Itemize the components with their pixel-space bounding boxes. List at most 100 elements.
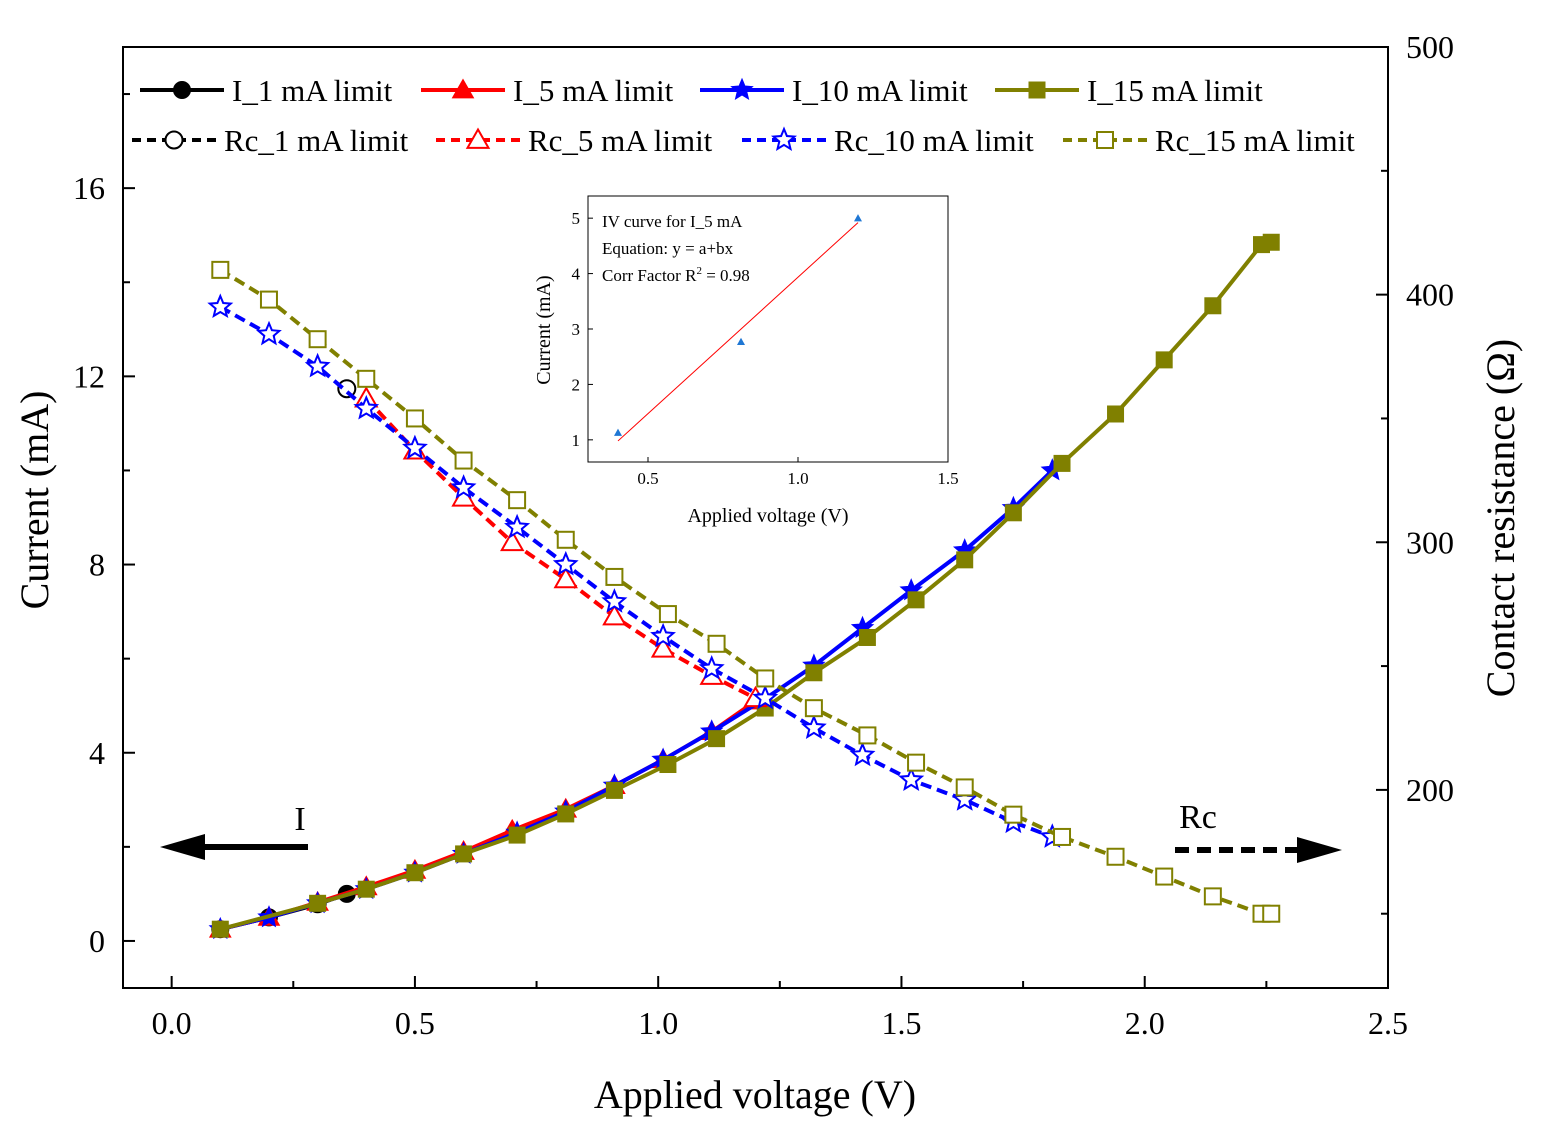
inset-x-tick-label: 1.0 (787, 469, 808, 488)
data-point-rc-10-ma-limit (353, 394, 380, 420)
inset-y-tick-label: 5 (572, 209, 581, 228)
legend-marker (1096, 131, 1114, 149)
data-point-rc-10-ma-limit (849, 741, 876, 767)
data-point-i-15-ma-limit (1262, 233, 1280, 251)
data-point-rc-10-ma-limit (450, 474, 477, 499)
legend-item: I_5 mA limit (421, 73, 674, 108)
inset-fit-line (617, 222, 859, 442)
legend-label: I_10 mA limit (792, 73, 968, 108)
legend-marker (451, 78, 475, 99)
data-point-rc-10-ma-limit (207, 293, 234, 318)
inset-marks (614, 214, 862, 442)
series-i-10-ma-limit (208, 458, 1065, 940)
inset-equation: Equation: y = a+bx (602, 239, 734, 258)
current-arrow-head (160, 834, 205, 860)
legend-marker (465, 127, 491, 149)
x-tick-label: 0.0 (152, 1005, 192, 1041)
data-point-i-15-ma-limit (659, 756, 677, 774)
data-point-i-15-ma-limit (211, 920, 229, 938)
legend-item: Rc_5 mA limit (436, 123, 713, 158)
current-arrow: I (160, 801, 308, 860)
series-i-15-ma-limit (211, 233, 1280, 938)
legend-label: Rc_5 mA limit (528, 123, 713, 158)
data-point-rc-15-ma-limit (454, 451, 473, 470)
data-point-rc-10-ma-limit (800, 714, 827, 740)
series-line-rc-5-ma-limit (364, 397, 757, 701)
legend-item: Rc_1 mA limit (132, 123, 409, 158)
series-layer (207, 233, 1281, 940)
data-point-rc-10-ma-limit (256, 320, 282, 346)
data-point-i-15-ma-limit (805, 664, 823, 682)
x-tick-label: 0.5 (395, 1005, 435, 1041)
y-right-tick-label: 300 (1406, 524, 1454, 560)
series-i-5-ma-limit (208, 689, 767, 938)
inset-corr-sup: 2 (696, 265, 702, 277)
plot-frame (122, 46, 1389, 989)
inset-corr-factor: Corr Factor R2 = 0.98 (602, 265, 750, 285)
data-point-rc-15-ma-limit (1262, 904, 1281, 923)
data-point-rc-10-ma-limit (552, 550, 579, 576)
inset-title: IV curve for I_5 mA (602, 212, 743, 231)
legend-label: Rc_1 mA limit (224, 123, 409, 158)
data-point-i-15-ma-limit (455, 845, 473, 863)
data-point-rc-15-ma-limit (858, 726, 877, 745)
y-right-tick-label: 500 (1406, 29, 1454, 65)
legend-item: I_10 mA limit (700, 73, 968, 108)
data-point-rc-15-ma-limit (1155, 867, 1174, 886)
data-point-rc-10-ma-limit (752, 684, 779, 710)
legend-item: Rc_10 mA limit (742, 123, 1034, 158)
data-point-rc-5-ma-limit (553, 566, 578, 589)
inset-y-title: Current (mA) (533, 275, 555, 384)
inset-x-tick-label: 0.5 (637, 469, 658, 488)
data-point-i-15-ma-limit (508, 826, 526, 844)
data-point-i-15-ma-limit (357, 880, 375, 898)
series-rc-15-ma-limit (211, 260, 1281, 923)
data-point-rc-15-ma-limit (405, 409, 424, 428)
legend-label: Rc_10 mA limit (834, 123, 1034, 158)
resistance-arrow-label: Rc (1179, 799, 1217, 836)
legend-marker (730, 77, 754, 100)
legend-label: I_15 mA limit (1087, 73, 1263, 108)
legend-marker (770, 126, 798, 152)
inset-y-tick-label: 4 (572, 265, 581, 284)
data-point-i-15-ma-limit (406, 864, 424, 882)
data-point-i-15-ma-limit (605, 781, 623, 799)
data-point-rc-15-ma-limit (707, 634, 726, 653)
data-point-rc-10-ma-limit (650, 622, 676, 648)
data-point-rc-15-ma-limit (259, 290, 278, 309)
legend-item: Rc_15 mA limit (1063, 123, 1355, 158)
data-point-rc-10-ma-limit (698, 654, 725, 680)
legend-label: I_1 mA limit (232, 73, 393, 108)
inset-data-point (614, 428, 622, 436)
data-point-rc-15-ma-limit (804, 699, 823, 718)
inset-corr-prefix: Corr Factor R (602, 266, 697, 285)
legend-item: I_1 mA limit (140, 73, 393, 108)
data-point-i-15-ma-limit (557, 805, 575, 823)
data-point-rc-15-ma-limit (605, 567, 624, 586)
series-rc-10-ma-limit (207, 293, 1066, 848)
x-tick-label: 2.5 (1368, 1005, 1408, 1041)
inset-data-point (854, 214, 862, 222)
data-point-rc-15-ma-limit (1053, 827, 1072, 846)
series-line-i-15-ma-limit (219, 240, 1272, 932)
data-point-i-15-ma-limit (956, 551, 974, 569)
data-point-rc-5-ma-limit (650, 636, 676, 658)
inset-x-title: Applied voltage (V) (687, 505, 848, 527)
y-right-axis-ticks: 200 300 400 500 (1376, 29, 1454, 915)
legend-marker (1028, 81, 1046, 99)
data-point-rc-15-ma-limit (1203, 887, 1222, 906)
data-point-i-15-ma-limit (1155, 351, 1173, 369)
data-point-i-15-ma-limit (1004, 504, 1022, 522)
inset-background (568, 195, 975, 530)
x-tick-label: 1.5 (881, 1005, 921, 1041)
legend: I_1 mA limit I_5 mA limit I_10 mA limit I_1… (132, 73, 1355, 158)
legend-label: Rc_15 mA limit (1155, 123, 1355, 158)
y-left-tick-label: 8 (89, 547, 105, 583)
data-point-rc-15-ma-limit (211, 260, 230, 279)
inset-chart: 0.5 1.0 1.5 1 2 3 4 5 IV curve for I_5 mA Equat… (533, 195, 975, 530)
inset-corr-suffix: = 0.98 (702, 266, 750, 285)
inset-data-point (737, 337, 745, 345)
x-tick-label: 1.0 (638, 1005, 678, 1041)
inset-y-tick-label: 1 (572, 431, 581, 450)
